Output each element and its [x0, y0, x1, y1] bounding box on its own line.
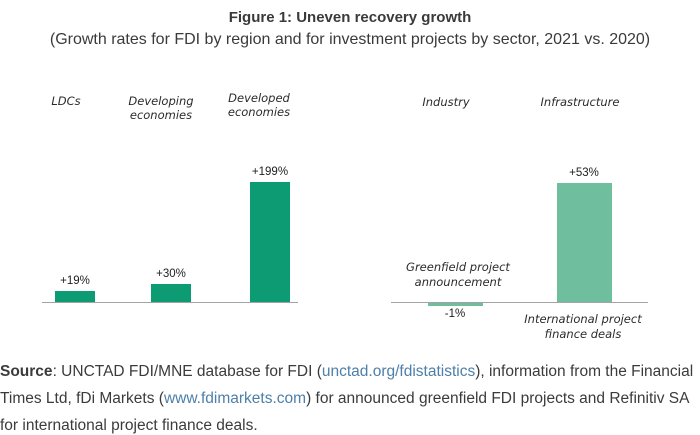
- bar-developed-economies: [250, 182, 290, 302]
- annotation-international-project-finance-deals: International project finance deals: [524, 312, 642, 341]
- source-text-1: : UNCTAD FDI/MNE database for FDI (: [52, 363, 322, 380]
- bar-industry-greenfield: [428, 303, 483, 306]
- left-panel-baseline: [42, 302, 298, 303]
- right-panel-baseline: [391, 302, 648, 303]
- category-label-industry: Industry: [422, 95, 470, 109]
- category-label-ldcs: LDCs: [51, 94, 81, 108]
- bar-ldcs: [55, 291, 95, 302]
- bar-infrastructure-project-finance: [557, 183, 612, 302]
- value-label-industry: -1%: [444, 308, 466, 320]
- source-text-3: ) for announced greenfield FDI projects …: [0, 390, 689, 434]
- source-note: Source: UNCTAD FDI/MNE database for FDI …: [0, 358, 700, 435]
- category-label-infrastructure: Infrastructure: [540, 95, 620, 109]
- value-label-infrastructure: +53%: [569, 167, 599, 179]
- source-link-unctad[interactable]: unctad.org/fdistatistics: [321, 363, 476, 380]
- figure-title: Figure 1: Uneven recovery growth: [228, 9, 472, 26]
- figure-subtitle: (Growth rates for FDI by region and for …: [49, 31, 651, 48]
- value-label-developed-economies: +199%: [251, 166, 289, 178]
- source-label: Source: [0, 363, 53, 380]
- category-label-developed-economies: Developed economies: [227, 91, 291, 119]
- annotation-greenfield-project-announcement: Greenfield project announcement: [406, 260, 510, 289]
- category-label-developing-economies: Developing economies: [128, 94, 194, 122]
- bar-developing-economies: [151, 284, 191, 302]
- value-label-developing-economies: +30%: [156, 268, 186, 280]
- source-text-2: ), information from the Financial Times …: [0, 363, 694, 407]
- value-label-ldcs: +19%: [60, 275, 90, 287]
- source-link-fdimarkets[interactable]: www.fdimarkets.com: [163, 390, 307, 407]
